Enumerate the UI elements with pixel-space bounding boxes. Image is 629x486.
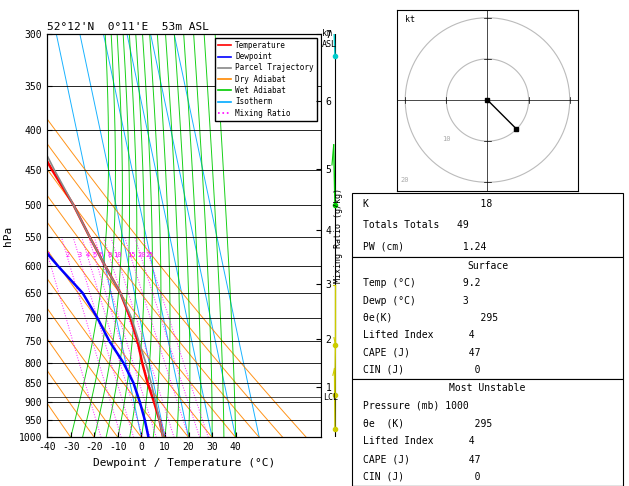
Bar <box>352 193 623 257</box>
Bar <box>352 379 623 486</box>
Text: θe  (K)            295: θe (K) 295 <box>363 418 492 428</box>
Text: km
ASL: km ASL <box>322 29 337 49</box>
Text: θe(K)               295: θe(K) 295 <box>363 313 498 323</box>
Text: 5: 5 <box>92 252 97 258</box>
Y-axis label: hPa: hPa <box>3 226 13 246</box>
Bar <box>352 257 623 379</box>
Text: PW (cm)          1.24: PW (cm) 1.24 <box>363 242 486 251</box>
Text: 2: 2 <box>65 252 70 258</box>
Text: 15: 15 <box>127 252 135 258</box>
Text: CIN (J)            0: CIN (J) 0 <box>363 365 481 375</box>
Text: 4: 4 <box>86 252 90 258</box>
Y-axis label: Mixing Ratio (g/kg): Mixing Ratio (g/kg) <box>334 188 343 283</box>
Text: LCL: LCL <box>323 393 338 402</box>
Text: Totals Totals   49: Totals Totals 49 <box>363 220 469 230</box>
Text: 25: 25 <box>145 252 153 258</box>
X-axis label: Dewpoint / Temperature (°C): Dewpoint / Temperature (°C) <box>93 458 275 468</box>
Text: Temp (°C)        9.2: Temp (°C) 9.2 <box>363 278 481 288</box>
Text: 8: 8 <box>108 252 112 258</box>
Text: Lifted Index      4: Lifted Index 4 <box>363 330 474 340</box>
Text: 52°12'N  0°11'E  53m ASL: 52°12'N 0°11'E 53m ASL <box>47 22 209 32</box>
Text: CAPE (J)          47: CAPE (J) 47 <box>363 454 481 464</box>
Text: 10: 10 <box>113 252 121 258</box>
Legend: Temperature, Dewpoint, Parcel Trajectory, Dry Adiabat, Wet Adiabat, Isotherm, Mi: Temperature, Dewpoint, Parcel Trajectory… <box>214 38 317 121</box>
Text: Most Unstable: Most Unstable <box>449 382 526 393</box>
Text: CIN (J)            0: CIN (J) 0 <box>363 472 481 482</box>
Text: Surface: Surface <box>467 261 508 271</box>
Text: Dewp (°C)        3: Dewp (°C) 3 <box>363 295 469 306</box>
Text: 3: 3 <box>77 252 82 258</box>
Text: © weatheronline.co.uk: © weatheronline.co.uk <box>426 464 549 474</box>
Text: 1: 1 <box>47 252 51 258</box>
Text: CAPE (J)          47: CAPE (J) 47 <box>363 347 481 358</box>
Text: Pressure (mb) 1000: Pressure (mb) 1000 <box>363 400 469 411</box>
Text: 6: 6 <box>99 252 103 258</box>
Text: K                   18: K 18 <box>363 199 492 208</box>
Text: Lifted Index      4: Lifted Index 4 <box>363 436 474 446</box>
Text: 20: 20 <box>137 252 145 258</box>
